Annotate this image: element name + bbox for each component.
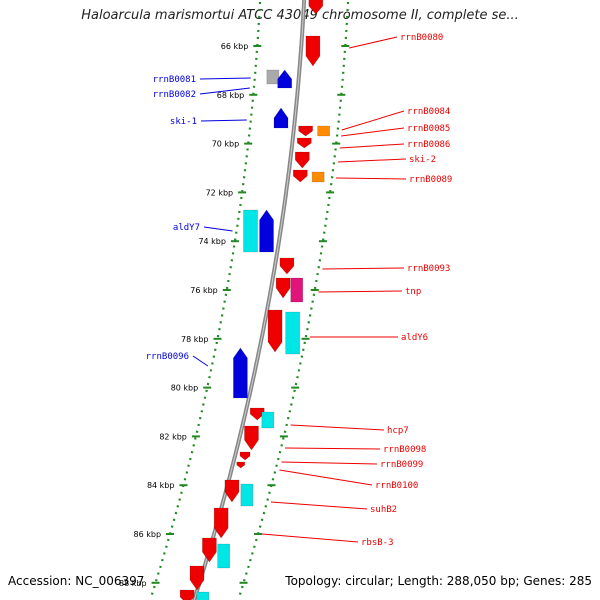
forward-gene-arrow	[308, 0, 324, 15]
tick-label: 80 kbp	[171, 384, 199, 393]
other-gene-arrow	[217, 543, 230, 569]
gene-label-left: rrnB0082	[153, 90, 196, 100]
reverse-gene-arrow	[277, 69, 292, 89]
right-label-leader	[349, 36, 398, 49]
right-label-leader	[339, 143, 405, 149]
tick-label: 70 kbp	[212, 140, 240, 149]
gene-label-left: ski-1	[170, 117, 197, 127]
reverse-gene-arrow	[273, 107, 289, 129]
tick-label: 86 kbp	[134, 530, 162, 539]
left-label-leader	[192, 355, 209, 367]
gene-label-right: aldY6	[401, 333, 428, 343]
forward-gene-arrow	[189, 565, 205, 591]
forward-gene-arrow	[298, 125, 313, 137]
gene-labels: rrnB0080 rrnB0084 rrnB0085 rrnB0086 ski-2 rrn…	[146, 33, 453, 548]
forward-gene-arrow	[279, 257, 295, 275]
gene-label-right: tnp	[405, 287, 421, 297]
right-label-leader	[338, 158, 407, 163]
right-label-leader	[270, 501, 368, 510]
gene-label-right: rrnB0099	[380, 460, 423, 470]
gene-label-right: ski-2	[409, 155, 436, 165]
gene-label-right: rrnB0100	[375, 481, 418, 491]
forward-gene-arrow	[224, 479, 240, 503]
right-label-leader	[285, 447, 381, 450]
gene-label-right: rrnB0098	[383, 445, 426, 455]
backbone-highlight	[193, 0, 305, 600]
reverse-gene-arrow	[233, 347, 248, 399]
orange-gene-arrow	[317, 125, 330, 137]
gene-label-right: rrnB0093	[407, 264, 450, 274]
tick-label: 88 kbp	[119, 579, 147, 588]
features	[179, 0, 330, 600]
tick-label: 74 kbp	[198, 237, 226, 246]
summary-text: Topology: circular; Length: 288,050 bp; …	[285, 574, 592, 588]
right-label-leader	[318, 290, 403, 293]
gene-label-right: suhB2	[370, 505, 397, 515]
tick-label: 84 kbp	[147, 481, 175, 490]
left-label-leader	[199, 77, 251, 80]
right-label-leader	[290, 424, 385, 431]
gene-label-left: rrnB0081	[153, 75, 196, 85]
forward-gene-arrow	[239, 451, 251, 461]
gene-label-right: rrnB0089	[409, 175, 452, 185]
backbone-line	[192, 0, 307, 600]
gene-label-left: rrnB0096	[146, 352, 189, 362]
other-gene-arrow	[240, 483, 254, 507]
forward-gene-arrow	[236, 461, 246, 469]
other-gene-arrow	[196, 591, 210, 600]
gene-label-right: hcp7	[387, 426, 409, 436]
forward-gene-arrow	[249, 407, 265, 421]
right-label-leader	[261, 533, 359, 543]
right-label-leader	[336, 177, 407, 180]
tick-label: 82 kbp	[159, 432, 187, 441]
forward-gene-arrow	[275, 277, 291, 299]
other-gene-arrow	[285, 311, 300, 355]
magenta-gene-arrow	[290, 277, 304, 303]
left-label-leader	[203, 226, 233, 232]
accession-text: Accession: NC_006397	[8, 574, 145, 588]
tick-marks: 66 kbp 68 kbp 70 kbp 72 kbp 74 kbp 76 kbp 78 k…	[119, 42, 350, 588]
forward-gene-arrow	[267, 309, 283, 353]
forward-gene-arrow	[294, 151, 310, 169]
left-label-leader	[200, 119, 247, 122]
tick-label: 78 kbp	[181, 335, 209, 344]
gene-label-left: aldY7	[173, 223, 200, 233]
forward-gene-arrow	[244, 425, 259, 451]
tick-label: 68 kbp	[217, 91, 245, 100]
left-label-leader	[199, 87, 250, 95]
forward-gene-arrow	[179, 589, 195, 600]
right-label-leader	[279, 469, 373, 486]
reverse-gene-arrow	[259, 209, 274, 253]
gray-gene-arrow	[266, 69, 280, 85]
tick-label: 66 kbp	[221, 42, 249, 51]
tick-label: 72 kbp	[206, 188, 234, 197]
orange-gene-arrow	[311, 171, 325, 183]
map-title: Haloarcula marismortui ATCC 43049 chromo…	[81, 8, 519, 23]
backbone	[192, 0, 307, 600]
right-label-leader	[281, 461, 378, 465]
forward-gene-arrow	[296, 137, 312, 149]
gene-label-right: rrnB0086	[407, 140, 450, 150]
label-leaders	[192, 36, 407, 543]
tick-label: 76 kbp	[190, 286, 218, 295]
forward-gene-arrow	[305, 35, 321, 67]
forward-gene-arrow	[213, 507, 229, 539]
other-gene-arrow	[261, 411, 275, 429]
gene-label-right: rrnB0084	[407, 107, 450, 117]
gene-label-right: rrnB0080	[400, 33, 443, 43]
gene-label-right: rbsB-3	[361, 538, 394, 548]
right-label-leader	[341, 127, 405, 137]
right-label-leader	[322, 267, 405, 270]
other-gene-arrow	[243, 209, 258, 253]
forward-gene-arrow	[292, 169, 308, 183]
forward-gene-arrow	[202, 537, 217, 563]
gene-label-right: rrnB0085	[407, 124, 450, 134]
right-label-leader	[341, 110, 405, 131]
